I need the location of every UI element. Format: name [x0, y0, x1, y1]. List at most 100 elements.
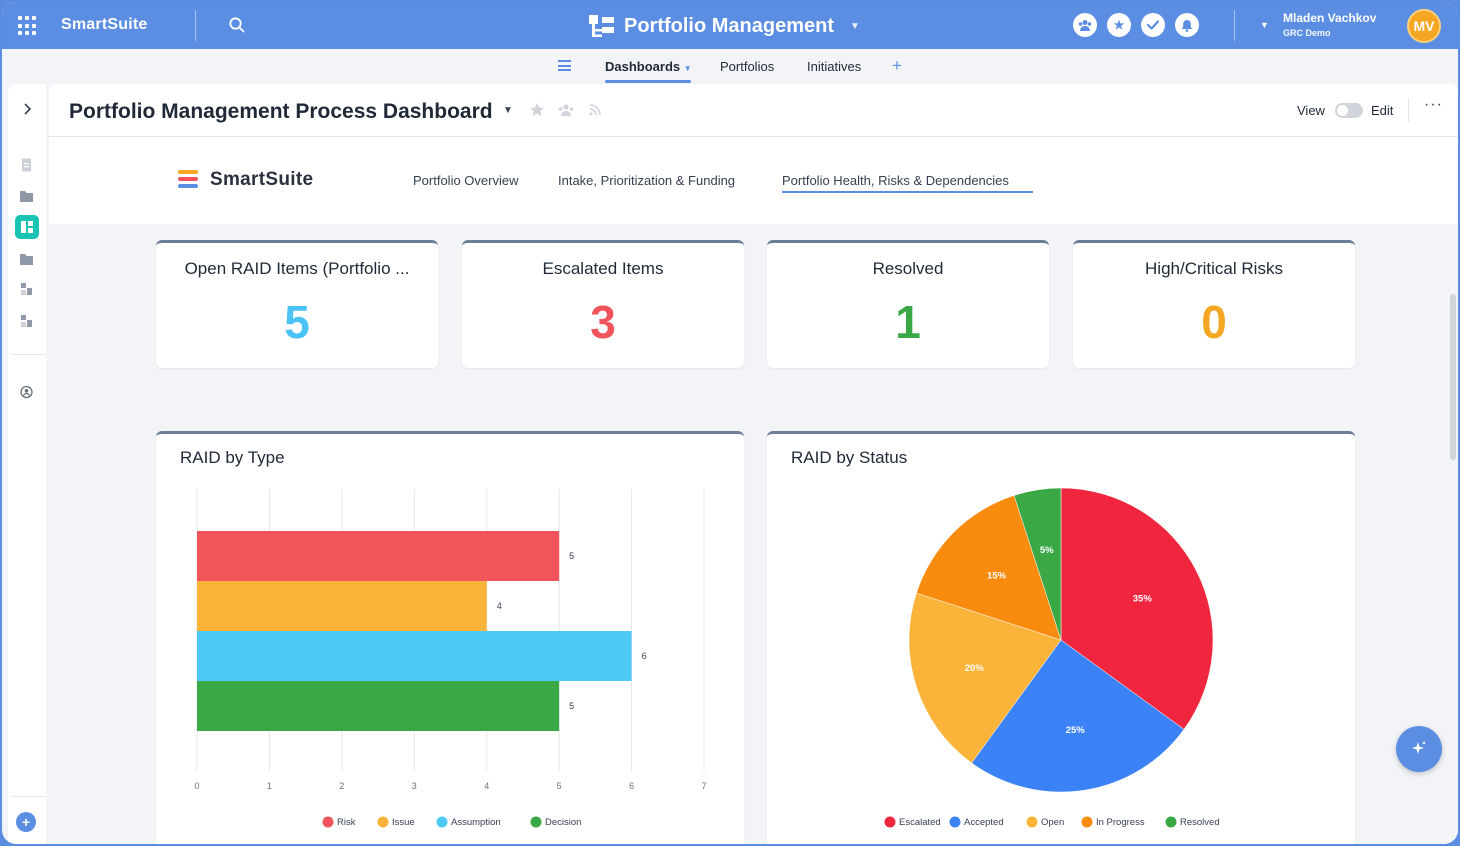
view-label: View — [1297, 103, 1325, 118]
divider — [1234, 10, 1235, 41]
legend-label: Escalated — [899, 817, 941, 828]
legend-label: Assumption — [451, 817, 501, 828]
chart-title: RAID by Status — [791, 448, 908, 467]
legend-swatch — [949, 816, 961, 828]
user-circle-icon[interactable] — [18, 385, 35, 399]
hierarchy-icon — [589, 15, 614, 37]
kpi-title: Resolved — [872, 259, 944, 278]
legend-label: Open — [1041, 817, 1064, 828]
app-title-text: Portfolio Management — [624, 14, 835, 37]
pie-slice-escalated — [1060, 487, 1214, 730]
kpi-card[interactable]: Resolved 1 — [767, 240, 1049, 368]
tab-portfolios[interactable]: Portfolios — [720, 59, 775, 74]
data-label: 6 — [642, 651, 647, 661]
dashboard-content: Open RAID Items (Portfolio ... 5 Escalat… — [49, 224, 1458, 844]
rss-icon[interactable] — [587, 102, 603, 118]
view-edit-toggle[interactable] — [1335, 103, 1363, 118]
team-icon[interactable] — [1073, 13, 1097, 37]
x-tick-label: 3 — [412, 781, 417, 791]
star-icon[interactable]: ★ — [1107, 13, 1131, 37]
top-bar: SmartSuite Portfolio Management ▼ ★ ▼ Ml… — [2, 2, 1458, 49]
legend-swatch — [1026, 816, 1038, 828]
document-icon[interactable] — [18, 158, 35, 172]
x-tick-label: 1 — [267, 781, 272, 791]
kpi-value: 5 — [284, 296, 310, 348]
app-title[interactable]: Portfolio Management ▼ — [588, 12, 860, 40]
chart-card-raid-by-status[interactable]: RAID by Status 35% 25% 20% 15% 5% Escalated Ac… — [767, 431, 1355, 844]
x-tick-label: 6 — [629, 781, 634, 791]
kpi-value: 1 — [895, 296, 921, 348]
tab-dashboards[interactable]: Dashboards ▼ — [605, 59, 692, 74]
folder-icon[interactable] — [18, 189, 35, 203]
bar-decision — [197, 681, 560, 731]
legend-label: Decision — [545, 817, 581, 828]
bell-icon[interactable] — [1175, 13, 1199, 37]
pie-slice-open — [908, 592, 1062, 764]
user-name[interactable]: Mladen Vachkov — [1283, 11, 1377, 25]
tab-portfolio-health[interactable]: Portfolio Health, Risks & Dependencies — [782, 173, 1009, 188]
pie-slice-accepted — [971, 639, 1185, 793]
active-tab-indicator — [782, 191, 1033, 193]
edit-label: Edit — [1371, 103, 1394, 118]
star-icon[interactable] — [529, 102, 545, 118]
pie-slice-resolved — [1013, 487, 1062, 641]
slice-label: 25% — [1066, 725, 1086, 736]
pie-slice-in-progress — [916, 495, 1062, 641]
kpi-value: 3 — [590, 296, 616, 348]
tab-portfolio-overview[interactable]: Portfolio Overview — [413, 173, 519, 188]
chevron-down-icon[interactable]: ▼ — [1260, 20, 1269, 30]
legend-swatch — [322, 816, 334, 828]
chevron-down-icon[interactable]: ▼ — [503, 105, 513, 116]
banner-brand: SmartSuite — [210, 169, 314, 190]
apps-grid-icon[interactable] — [18, 16, 38, 36]
divider — [12, 354, 46, 355]
x-tick-label: 0 — [194, 781, 199, 791]
active-tab-indicator — [605, 80, 691, 83]
avatar[interactable]: MV — [1407, 9, 1441, 43]
kpi-card[interactable]: Escalated Items 3 — [462, 240, 744, 368]
legend-swatch — [377, 816, 389, 828]
chevron-down-icon: ▼ — [850, 20, 860, 32]
chevron-right-icon[interactable] — [20, 102, 37, 116]
chart-card-raid-by-type[interactable]: RAID by Type 0 1 2 3 4 5 6 7 5 4 6 5 Risk Issue Assump… — [156, 431, 744, 844]
data-label: 5 — [569, 701, 574, 711]
add-icon[interactable]: + — [16, 812, 36, 832]
sub-nav: Dashboards ▼ Portfolios Initiatives + — [2, 49, 1458, 83]
tab-intake-prioritization[interactable]: Intake, Prioritization & Funding — [558, 173, 736, 188]
slice-label: 35% — [1133, 594, 1153, 605]
smartsuite-logo — [178, 170, 198, 188]
brand-name[interactable]: SmartSuite — [61, 16, 148, 33]
folder-icon[interactable] — [18, 252, 35, 266]
bar-issue — [197, 581, 487, 631]
divider — [12, 796, 46, 797]
legend-label: Accepted — [964, 817, 1004, 828]
x-tick-label: 5 — [557, 781, 562, 791]
top-icon-group: ★ — [1073, 13, 1199, 37]
dashboard-icon[interactable] — [15, 215, 39, 239]
kpi-title: Open RAID Items (Portfolio ... — [184, 259, 410, 278]
page-title: Portfolio Management Process Dashboard — [69, 100, 493, 123]
blocks-icon[interactable] — [18, 314, 35, 328]
scrollbar[interactable] — [1450, 294, 1456, 460]
more-options-icon[interactable]: ··· — [1424, 96, 1443, 113]
x-tick-label: 4 — [484, 781, 489, 791]
menu-icon[interactable] — [558, 60, 571, 71]
kpi-card[interactable]: High/Critical Risks 0 — [1073, 240, 1355, 368]
search-icon[interactable] — [228, 16, 246, 34]
legend-swatch — [436, 816, 448, 828]
kpi-card[interactable]: Open RAID Items (Portfolio ... 5 — [156, 240, 438, 368]
legend-label: Resolved — [1180, 817, 1220, 828]
tab-initiatives[interactable]: Initiatives — [807, 59, 862, 74]
title-icon-group — [529, 102, 603, 118]
team-icon[interactable] — [557, 102, 575, 118]
check-icon[interactable] — [1141, 13, 1165, 37]
sparkle-icon — [1412, 741, 1426, 754]
legend-label: In Progress — [1096, 817, 1145, 828]
add-tab-icon[interactable]: + — [892, 56, 902, 75]
main-panel: Portfolio Management Process Dashboard ▼… — [49, 84, 1458, 844]
kpi-title: High/Critical Risks — [1145, 259, 1283, 278]
blocks-icon[interactable] — [18, 282, 35, 296]
bar-assumption — [197, 631, 632, 681]
ai-assistant-button[interactable] — [1396, 726, 1442, 772]
left-rail — [8, 84, 46, 844]
